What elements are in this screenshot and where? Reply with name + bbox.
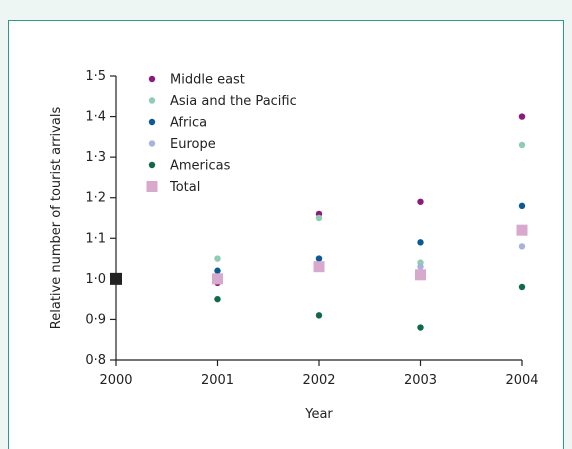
y-tick-label-7: 1·5 [85, 69, 106, 84]
point-africa-2001 [214, 267, 221, 274]
legend-label-europe: Europe [170, 137, 216, 152]
point-asia-and-the-pacific-2004 [518, 141, 526, 149]
legend-marker-total [146, 181, 158, 192]
point-americas-2002 [315, 312, 323, 319]
point-africa-2003 [417, 239, 424, 246]
legend: Middle east Asia and the Pacific Africa Eur… [146, 73, 297, 195]
legend-label-americas: Americas [170, 159, 231, 174]
y-tick-label-6: 1·4 [85, 110, 106, 125]
x-ticks: 2000 2001 2002 2003 2004 [99, 360, 539, 388]
point-total-2003 [415, 269, 426, 281]
point-americas-2004 [518, 283, 526, 291]
point-americas-2001 [214, 295, 221, 303]
y-tick-label-4: 1·2 [85, 191, 106, 206]
baseline-square-marker [110, 272, 122, 285]
x-tick-label-2002: 2002 [302, 373, 335, 388]
legend-marker-asia-and-the-pacific [148, 97, 156, 104]
data-points [110, 113, 528, 331]
point-americas-2003 [417, 324, 424, 331]
legend-marker-americas [148, 161, 156, 169]
point-asia-and-the-pacific-2001 [214, 255, 221, 262]
point-africa-2004 [518, 202, 526, 210]
x-tick-label-2001: 2001 [201, 373, 234, 388]
point-total-2004 [516, 224, 528, 236]
y-tick-label-2: 1·0 [85, 272, 106, 287]
y-axis-title: Relative number of tourist arrivals [49, 107, 64, 330]
x-tick-label-2000: 2000 [99, 373, 132, 388]
y-tick-label-5: 1·3 [85, 150, 106, 165]
point-middle-east-2003 [417, 198, 424, 205]
x-tick-label-2003: 2003 [404, 373, 437, 388]
chart-panel [8, 20, 564, 449]
point-europe-2004 [518, 243, 526, 250]
point-asia-and-the-pacific-2002 [315, 214, 323, 222]
point-africa-2002 [315, 255, 323, 262]
point-middle-east-2004 [518, 113, 526, 120]
legend-marker-middle-east [148, 75, 156, 83]
y-tick-label-0: 0·8 [85, 353, 106, 368]
legend-label-middle-east: Middle east [170, 73, 245, 88]
point-total-2001 [212, 273, 223, 285]
legend-marker-africa [148, 118, 156, 126]
legend-label-asia-and-the-pacific: Asia and the Pacific [170, 94, 297, 109]
legend-marker-europe [148, 140, 156, 147]
point-total-2002 [313, 261, 325, 273]
y-tick-label-1: 0·9 [85, 312, 106, 327]
y-ticks: 0·8 0·9 1·0 1·1 1·2 1·3 1·4 1·5 [85, 69, 116, 368]
y-tick-label-3: 1·1 [85, 231, 106, 246]
x-axis-title: Year [304, 407, 333, 422]
legend-label-total: Total [169, 180, 200, 195]
point-europe-2003 [417, 263, 424, 270]
legend-label-africa: Africa [170, 116, 207, 131]
x-tick-label-2004: 2004 [505, 373, 538, 388]
